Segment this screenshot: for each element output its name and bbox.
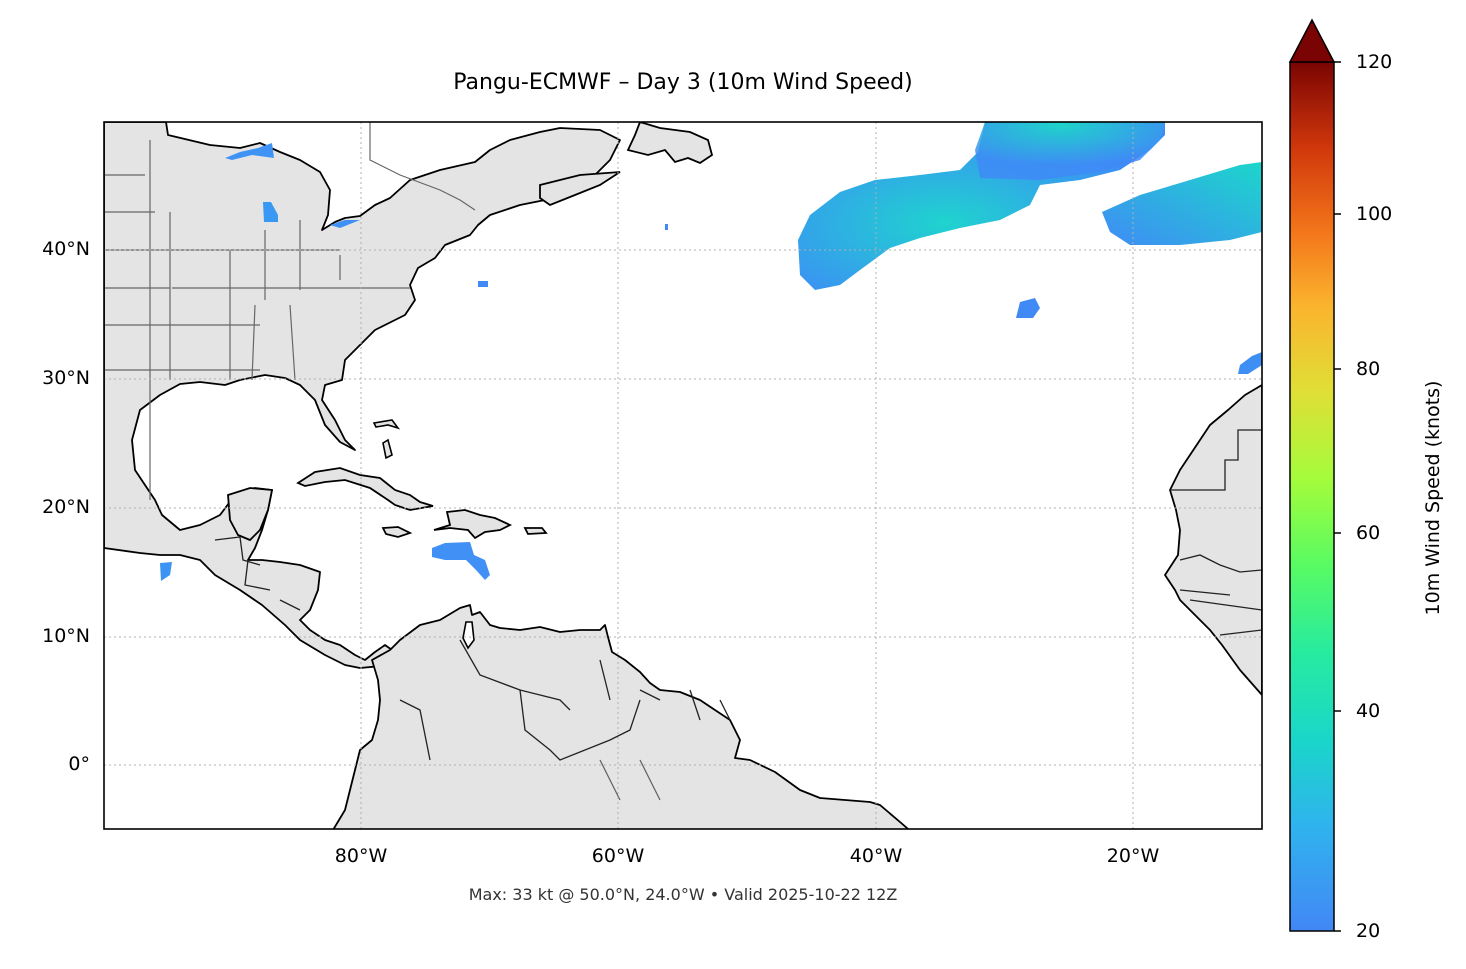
map-area xyxy=(104,122,1262,829)
wind-patch-lake-michigan xyxy=(263,202,278,222)
wind-patch-lake-superior xyxy=(225,143,274,160)
land-south-america xyxy=(332,604,910,829)
wind-patch-tehuantepec xyxy=(160,562,172,581)
lon-label-40w: 40°W xyxy=(849,845,903,867)
land-jamaica xyxy=(381,526,413,538)
colorbar-tick-100: 100 xyxy=(1356,203,1393,225)
wind-patch-canary xyxy=(1238,352,1262,374)
colorbar-gradient xyxy=(1289,61,1335,932)
wind-patch-caribbean xyxy=(432,542,490,580)
lat-label-40n: 40°N xyxy=(42,238,90,260)
colorbar-label: 10m Wind Speed (knots) xyxy=(1422,380,1444,616)
colorbar-tick-60: 60 xyxy=(1356,522,1381,544)
lat-label-0: 0° xyxy=(68,753,90,775)
lon-label-80w: 80°W xyxy=(334,845,388,867)
colorbar-tick-80: 80 xyxy=(1356,358,1381,380)
land-nova-scotia xyxy=(539,171,621,207)
africa-borders xyxy=(1170,429,1262,636)
land-hispaniola xyxy=(433,509,513,540)
lat-label-30n: 30°N xyxy=(42,367,90,389)
lon-label-60w: 60°W xyxy=(591,845,645,867)
lat-label-20n: 20°N xyxy=(42,496,90,518)
wind-patch-speck-1 xyxy=(478,281,488,287)
lat-label-10n: 10°N xyxy=(42,625,90,647)
sa-borders xyxy=(399,639,731,801)
land-yucatan xyxy=(227,487,274,542)
wind-patch-lake-erie xyxy=(330,220,360,228)
land-cuba xyxy=(296,467,434,511)
footer-max-info: Max: 33 kt @ 50.0°N, 24.0°W • Valid 2025… xyxy=(468,885,898,904)
wind-patch-speck-2 xyxy=(665,224,668,230)
land-puerto-rico xyxy=(523,527,548,535)
canada-border xyxy=(369,122,476,211)
wind-speed-field xyxy=(160,122,1262,581)
wind-patch-jet-core xyxy=(975,122,1165,180)
land-newfoundland xyxy=(626,122,714,165)
figure-title: Pangu-ECMWF – Day 3 (10m Wind Speed) xyxy=(453,70,913,95)
land-africa xyxy=(1164,384,1262,696)
wind-patch-mid-atlantic xyxy=(1016,298,1040,318)
colorbar-tick-120: 120 xyxy=(1356,51,1393,73)
colorbar-extend-arrow xyxy=(1288,18,1336,63)
colorbar xyxy=(1288,18,1341,932)
lon-label-20w: 20°W xyxy=(1106,845,1160,867)
ca-borders xyxy=(214,536,301,611)
colorbar-tick-20: 20 xyxy=(1356,920,1381,942)
colorbar-tick-40: 40 xyxy=(1356,700,1381,722)
land-north-america xyxy=(104,122,621,669)
map-frame xyxy=(103,121,1263,830)
land-bahamas xyxy=(372,419,401,460)
gridlines xyxy=(104,122,1262,829)
lake-maracaibo xyxy=(462,621,475,650)
wind-patch-ne-atlantic xyxy=(1102,162,1262,245)
